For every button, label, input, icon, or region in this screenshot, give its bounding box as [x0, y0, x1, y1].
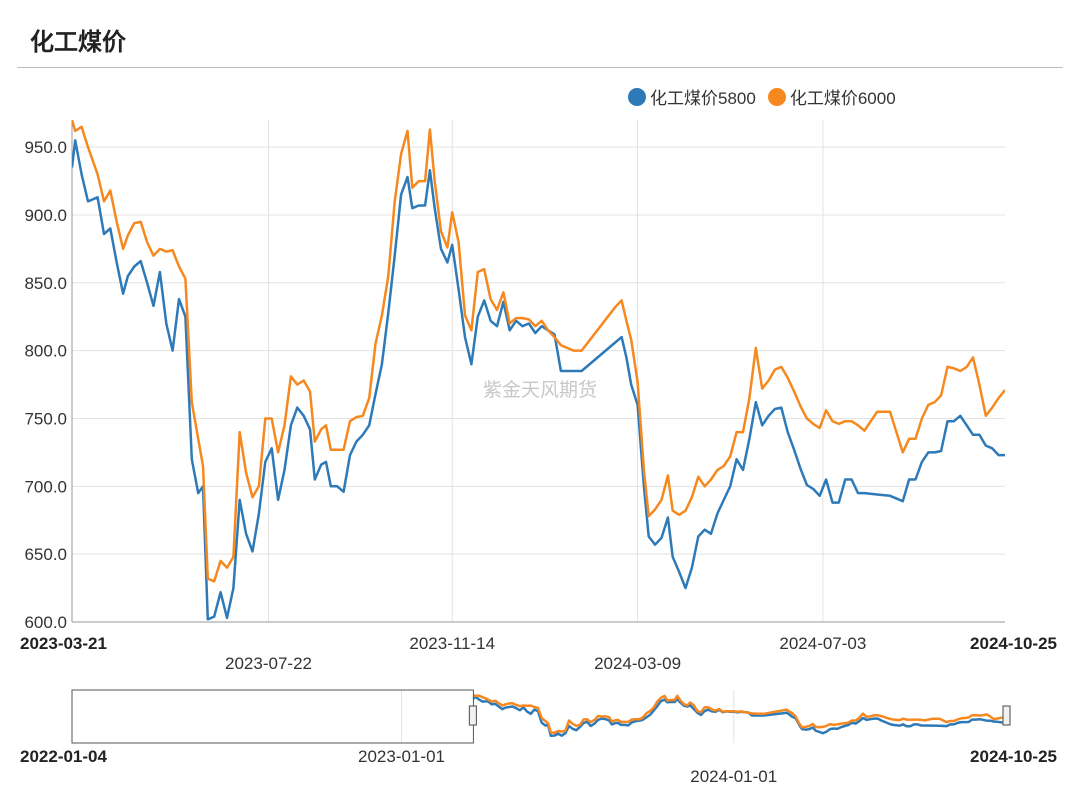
series-layer — [72, 120, 1005, 621]
plot-grid — [72, 120, 1005, 623]
y-tick-label: 600.0 — [24, 613, 67, 632]
y-tick-label: 750.0 — [24, 409, 67, 428]
legend-item-series-1[interactable]: 化工煤价5800 — [628, 84, 756, 109]
navigator-handle-end[interactable] — [1002, 705, 1011, 726]
y-tick-label: 650.0 — [24, 545, 67, 564]
navigator-start-label: 2022-01-04 — [20, 747, 108, 766]
y-tick-label: 700.0 — [24, 477, 67, 496]
y-tick-label: 850.0 — [24, 274, 67, 293]
x-tick-label: 2024-07-03 — [779, 634, 866, 653]
series-line-2[interactable] — [72, 120, 1005, 583]
x-range-start-label: 2023-03-21 — [20, 634, 107, 653]
series-line-1[interactable] — [72, 139, 1005, 621]
y-tick-label: 950.0 — [24, 138, 67, 157]
navigator-window[interactable] — [71, 689, 474, 744]
x-tick-label: 2024-03-09 — [594, 654, 681, 673]
x-tick-label: 2023-11-14 — [409, 634, 495, 653]
legend-label-series-1: 化工煤价5800 — [650, 89, 756, 108]
legend-item-series-2[interactable]: 化工煤价6000 — [767, 84, 896, 109]
navigator-end-label: 2024-10-25 — [970, 747, 1057, 766]
page-title: 化工煤价 — [30, 28, 126, 56]
range-navigator: 2023-01-01 2024-01-01 2022-01-04 2024-10-25 — [20, 689, 1057, 786]
y-tick-label: 900.0 — [24, 206, 67, 225]
chart-legend: 化工煤价5800 化工煤价6000 — [628, 84, 896, 109]
legend-marker-series-1 — [628, 87, 646, 106]
legend-marker-series-2 — [767, 87, 786, 106]
watermark-text: 紫金天风期货 — [483, 379, 597, 401]
legend-label-series-2: 化工煤价6000 — [789, 89, 896, 108]
navigator-tick-label: 2023-01-01 — [358, 747, 445, 766]
navigator-series-line-2 — [472, 693, 1006, 734]
y-axis: 950.0 900.0 850.0 800.0 750.0 700.0 650.0 600.0 — [24, 120, 73, 632]
title-divider — [17, 67, 1063, 68]
navigator-handle-right[interactable] — [468, 705, 478, 726]
x-axis: 2023-07-22 2023-11-14 2024-03-09 2024-07-03… — [20, 621, 1057, 673]
x-tick-label: 2023-07-22 — [225, 654, 312, 673]
x-range-end-label: 2024-10-25 — [970, 634, 1057, 653]
navigator-series-line-1 — [472, 695, 1005, 738]
y-tick-label: 800.0 — [24, 342, 67, 361]
navigator-tick-label: 2024-01-01 — [690, 767, 777, 786]
